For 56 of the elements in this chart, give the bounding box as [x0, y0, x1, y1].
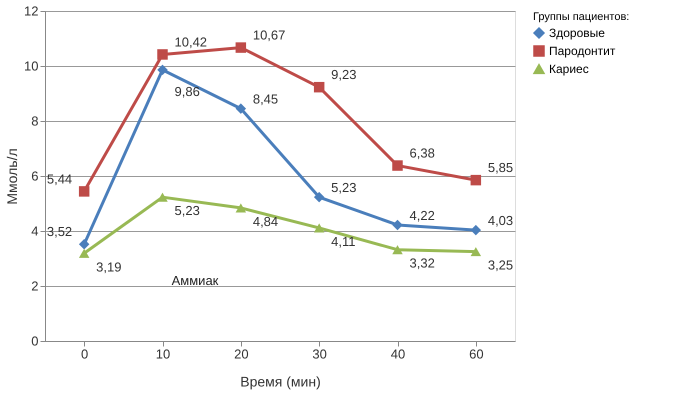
legend-label: Пародонтит [549, 44, 616, 58]
point [470, 224, 482, 236]
data-label: 4,84 [252, 214, 278, 229]
legend-label: Здоровые [549, 26, 606, 40]
x-tick-label: 40 [390, 346, 406, 362]
data-label: 6,38 [410, 146, 435, 161]
data-label: 5,23 [331, 180, 356, 196]
data-label: 4,03 [488, 213, 514, 228]
data-label: 5,23 [174, 203, 200, 218]
point [392, 160, 403, 171]
y-axis-title: Ммоль/л [4, 148, 20, 205]
point [78, 186, 90, 197]
point [78, 248, 90, 258]
point [157, 49, 168, 60]
point [236, 42, 246, 53]
point [157, 192, 168, 202]
data-label: 5,44 [46, 171, 72, 186]
data-label: 3,32 [410, 256, 435, 271]
x-axis-title: Время (мин) [240, 374, 321, 390]
data-label: 4,11 [331, 234, 356, 249]
data-label: 10,42 [174, 34, 208, 50]
x-tick-label: 20 [234, 346, 249, 362]
y-tick-label: 2 [31, 278, 38, 294]
data-label: 8,45 [252, 92, 278, 107]
data-label: 3,19 [96, 259, 122, 274]
annotation: Аммиак [172, 273, 219, 288]
data-label: 3,52 [46, 224, 72, 240]
point [157, 64, 168, 76]
x-tick-label: 10 [156, 346, 170, 362]
y-tick-label: 8 [31, 114, 38, 128]
y-tick-label: 10 [24, 58, 38, 74]
y-tick-label: 12 [24, 4, 38, 18]
legend-title: Группы пациентов: [533, 11, 630, 23]
legend-label: Кариес [549, 62, 589, 76]
point [78, 238, 90, 250]
point [314, 223, 324, 233]
data-label: 9,23 [331, 67, 356, 82]
data-label: 3,25 [488, 258, 514, 273]
point [314, 82, 324, 92]
point [470, 247, 482, 256]
y-tick-label: 0 [31, 334, 38, 348]
point [314, 192, 324, 202]
point [392, 220, 403, 230]
point [392, 245, 403, 254]
data-label: 5,85 [488, 160, 514, 176]
x-tick-label: 0 [81, 346, 88, 362]
point [236, 103, 246, 114]
data-label: 9,86 [174, 84, 200, 99]
x-tick-label: 30 [312, 346, 327, 362]
point [236, 203, 246, 212]
x-tick-label: 60 [469, 346, 484, 362]
point [470, 174, 482, 186]
y-tick-label: 4 [31, 224, 38, 238]
data-label: 10,67 [252, 28, 286, 43]
y-tick-label: 6 [31, 168, 38, 184]
data-label: 4,22 [410, 208, 435, 223]
